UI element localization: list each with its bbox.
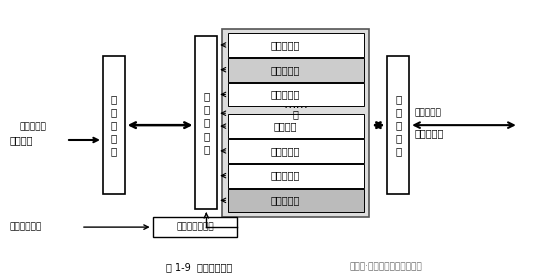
- Text: 存储单元。: 存储单元。: [270, 40, 300, 50]
- Text: 读写控制电路，: 读写控制电路，: [176, 223, 214, 232]
- Bar: [228, 83, 364, 106]
- Bar: [103, 56, 125, 194]
- Bar: [195, 36, 217, 209]
- Text: 存储单元。: 存储单元。: [270, 146, 300, 156]
- Bar: [222, 29, 369, 217]
- Text: 图 1-9  内存储器原理: 图 1-9 内存储器原理: [165, 262, 232, 272]
- Text: 存储单元: 存储单元: [273, 121, 297, 131]
- Text: ：: ：: [293, 109, 299, 119]
- Bar: [228, 58, 364, 81]
- Text: 存储单元。: 存储单元。: [270, 65, 300, 75]
- Text: 数据总线。: 数据总线。: [414, 109, 441, 118]
- Bar: [153, 217, 237, 237]
- Text: 地
址
寄
存
器: 地 址 寄 存 器: [111, 94, 117, 157]
- Text: 存储单元。: 存储单元。: [270, 171, 300, 181]
- Bar: [228, 114, 364, 138]
- Bar: [228, 188, 364, 212]
- Bar: [228, 139, 364, 163]
- Text: 地址信息: 地址信息: [9, 135, 33, 145]
- Bar: [228, 164, 364, 187]
- Text: 公众号·职业技能知识提升学习: 公众号·职业技能知识提升学习: [350, 262, 422, 271]
- Bar: [228, 33, 364, 57]
- Text: ……: ……: [284, 98, 308, 111]
- Text: 读写操作命令: 读写操作命令: [9, 223, 41, 232]
- Bar: [387, 56, 409, 194]
- Text: 地址总线，: 地址总线，: [19, 123, 46, 131]
- Text: 存储单元。: 存储单元。: [270, 90, 300, 100]
- Text: 数
据
寄
存
器: 数 据 寄 存 器: [395, 94, 402, 157]
- Text: 数据信息。: 数据信息。: [414, 128, 444, 138]
- Text: 地
址
译
码
器: 地 址 译 码 器: [203, 91, 209, 154]
- Text: 存储单元。: 存储单元。: [270, 195, 300, 205]
